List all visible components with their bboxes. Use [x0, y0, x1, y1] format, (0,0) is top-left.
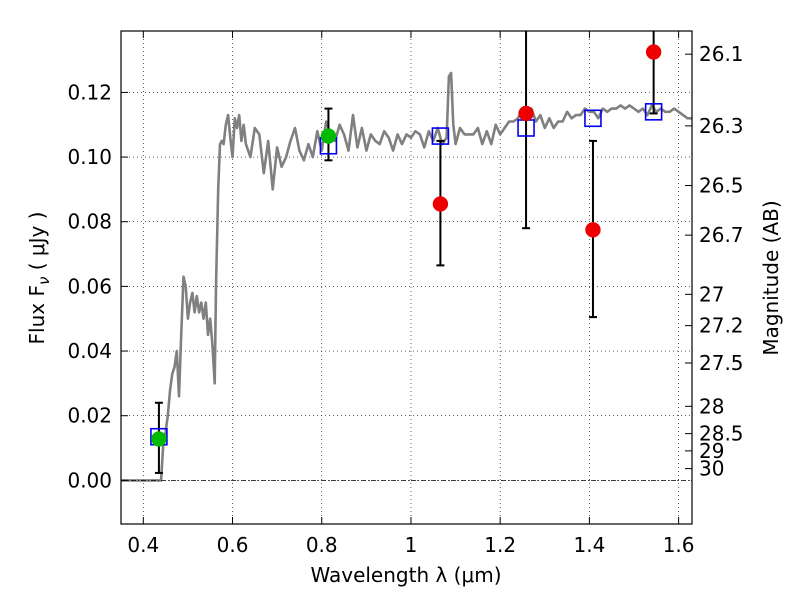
y-tick-label: 0.08	[67, 210, 112, 234]
y-tick-label: 0.00	[67, 468, 112, 492]
photometry-points	[151, 44, 662, 447]
detection-point	[320, 128, 337, 144]
right-tick-label: 26.1	[699, 42, 744, 66]
right-tick-label: 26.7	[699, 223, 744, 247]
measurement-point	[585, 222, 601, 238]
axis-ticks: 0.4 0.6 0.8 1 1.2 1.4 1.6 0.00 0.02 0.04 0.06 0.08 0…	[67, 31, 744, 557]
y-tick-label: 0.06	[67, 274, 112, 298]
x-tick-label: 0.4	[127, 533, 159, 557]
right-tick-label: 29	[699, 439, 724, 463]
y-tick-label: 0.12	[67, 80, 112, 104]
x-tick-label: 0.8	[306, 533, 338, 557]
y-axis-label-subscript: ν	[35, 277, 53, 285]
y-axis-label-main: Flux F	[25, 285, 49, 344]
x-tick-label: 0.6	[217, 533, 249, 557]
x-axis-label: Wavelength λ (μm)	[310, 563, 501, 587]
right-axis-label: Magnitude (AB)	[759, 200, 783, 355]
model-photometry-square	[584, 109, 602, 128]
y-axis-label: Flux Fν ( μJy )	[25, 212, 53, 345]
measurement-point	[432, 196, 449, 212]
right-tick-label: 26.5	[699, 174, 744, 198]
x-tick-label: 1	[405, 533, 418, 557]
y-tick-label: 0.10	[67, 145, 112, 169]
x-tick-label: 1.2	[484, 533, 516, 557]
right-tick-label: 27	[699, 282, 724, 306]
y-tick-label: 0.04	[67, 339, 112, 363]
model-photometry-square	[431, 127, 450, 145]
model-spectrum	[121, 71, 692, 482]
error-bars	[154, 31, 658, 474]
model-photometry-markers	[150, 103, 663, 446]
measurement-point	[518, 105, 534, 122]
right-tick-label: 28	[699, 394, 724, 418]
model-spectrum-line	[121, 71, 692, 482]
right-tick-label: 28.5	[699, 422, 744, 446]
plot-frame	[120, 30, 693, 525]
right-tick-label: 26.3	[699, 114, 744, 138]
right-tick-label: 27.5	[699, 351, 744, 375]
model-photometry-square	[644, 103, 663, 121]
y-axis-label-unit: ( μJy )	[25, 212, 49, 277]
measurement-point	[645, 44, 662, 60]
right-tick-label: 30	[699, 457, 724, 481]
x-tick-label: 1.4	[573, 533, 605, 557]
detection-point	[151, 431, 167, 447]
x-tick-label: 1.6	[663, 533, 695, 557]
right-tick-label: 27.2	[699, 314, 744, 338]
y-tick-label: 0.02	[67, 404, 112, 428]
grid	[121, 31, 692, 524]
